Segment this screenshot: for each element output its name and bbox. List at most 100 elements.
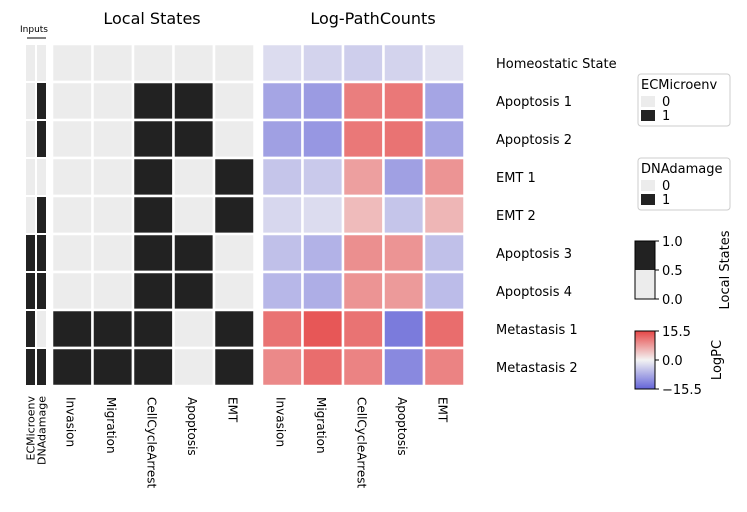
pathcount-column-label: CellCycleArrest	[354, 397, 368, 488]
row-label: Metastasis 1	[496, 323, 578, 338]
state-cell	[50, 308, 94, 350]
pathcount-cell	[382, 156, 426, 198]
dnadamage-legend: DNAdamage 01	[637, 157, 731, 211]
pathcount-cell	[382, 308, 426, 350]
state-cell	[91, 80, 135, 122]
pathcount-cell	[341, 308, 385, 350]
state-column-label: Apoptosis	[185, 397, 199, 456]
colorbar-tick-label: −15.5	[662, 383, 702, 398]
input-cell	[24, 271, 37, 311]
left-title: Local States	[103, 9, 200, 28]
input-column-label: ECMicroenv	[25, 396, 38, 461]
state-cell	[50, 118, 94, 160]
pathcount-cell	[301, 346, 345, 388]
log-pathcount-cells	[260, 42, 466, 388]
state-cell	[172, 42, 216, 84]
input-cell	[35, 309, 48, 349]
pathcount-column-label: Migration	[314, 397, 328, 454]
state-cell	[131, 118, 175, 160]
pathcount-cell	[422, 194, 466, 236]
local-states-colorbar: 1.0 0.5 0.0 Local States	[634, 230, 733, 310]
state-cell	[91, 42, 135, 84]
colorbar-tick-label: 0.0	[662, 293, 683, 308]
pathcount-cell	[260, 232, 304, 274]
pathcount-cell	[382, 270, 426, 312]
input-cell	[35, 271, 48, 311]
state-cell	[91, 308, 135, 350]
legend-frame	[637, 73, 731, 127]
state-cell	[131, 270, 175, 312]
state-cell	[91, 194, 135, 236]
state-cell	[172, 194, 216, 236]
input-cell	[24, 119, 37, 159]
pathcount-cell	[301, 270, 345, 312]
pathcount-cell	[301, 118, 345, 160]
row-label: Homeostatic State	[496, 57, 617, 72]
colorbar-label: Local States	[718, 230, 733, 309]
state-cell	[212, 42, 256, 84]
colorbar-label: LogPC	[710, 340, 725, 380]
state-cell	[131, 42, 175, 84]
state-cell	[212, 118, 256, 160]
state-cell	[50, 346, 94, 388]
pathcount-cell	[260, 346, 304, 388]
pathcount-column-label: EMT	[435, 397, 449, 423]
pathcount-cell	[422, 270, 466, 312]
state-cell	[212, 232, 256, 274]
state-cell	[50, 232, 94, 274]
input-cells	[24, 43, 48, 387]
pathcount-cell	[260, 80, 304, 122]
pathcount-column-label: Invasion	[273, 397, 287, 447]
right-title: Log-PathCounts	[310, 9, 435, 28]
state-cell	[212, 156, 256, 198]
colorbar-tick-label: 0.0	[662, 354, 683, 369]
pathcount-cell	[301, 42, 345, 84]
pathcount-cell	[382, 118, 426, 160]
logpc-colorbar: 15.5 0.0 −15.5 LogPC	[634, 325, 725, 398]
state-cell	[212, 270, 256, 312]
state-cell	[91, 232, 135, 274]
input-column-label: DNAdamage	[36, 396, 49, 465]
state-cell	[172, 80, 216, 122]
state-cell	[50, 42, 94, 84]
pathcount-cell	[341, 118, 385, 160]
state-column-label: Migration	[104, 397, 118, 454]
state-column-label: CellCycleArrest	[144, 397, 158, 488]
state-cell	[172, 308, 216, 350]
colorbar-lower	[635, 270, 655, 299]
pathcount-cell	[301, 156, 345, 198]
pathcount-cell	[341, 194, 385, 236]
input-cell	[24, 233, 37, 273]
legend-frame	[637, 157, 731, 211]
ecmicroenv-legend: ECMicroenv 01	[637, 73, 731, 127]
colorbar-tick-label: 15.5	[662, 325, 691, 340]
pathcount-cell	[422, 346, 466, 388]
row-label: Metastasis 2	[496, 361, 578, 376]
state-column-label: Invasion	[63, 397, 77, 447]
pathcount-column-label: Apoptosis	[395, 397, 409, 456]
row-label: Apoptosis 1	[496, 95, 572, 110]
state-cell	[212, 194, 256, 236]
pathcount-cell	[382, 232, 426, 274]
legend-entry: 1	[662, 193, 670, 208]
input-cell	[35, 119, 48, 159]
colorbar-tick-label: 0.5	[662, 264, 683, 279]
state-cell	[131, 80, 175, 122]
legend-title: DNAdamage	[641, 162, 723, 177]
legend-swatch	[641, 110, 655, 121]
pathcount-cell	[341, 42, 385, 84]
state-cell	[172, 346, 216, 388]
input-cell	[35, 347, 48, 387]
colorbar-upper	[635, 241, 655, 270]
state-cell	[50, 80, 94, 122]
legend-swatch	[641, 180, 655, 191]
row-label: EMT 1	[496, 171, 536, 186]
state-cell	[172, 232, 216, 274]
input-cell	[35, 157, 48, 197]
legend-swatch	[641, 194, 655, 205]
pathcount-cell	[260, 194, 304, 236]
input-cell	[24, 81, 37, 121]
input-cell	[35, 233, 48, 273]
pathcount-cell	[301, 232, 345, 274]
